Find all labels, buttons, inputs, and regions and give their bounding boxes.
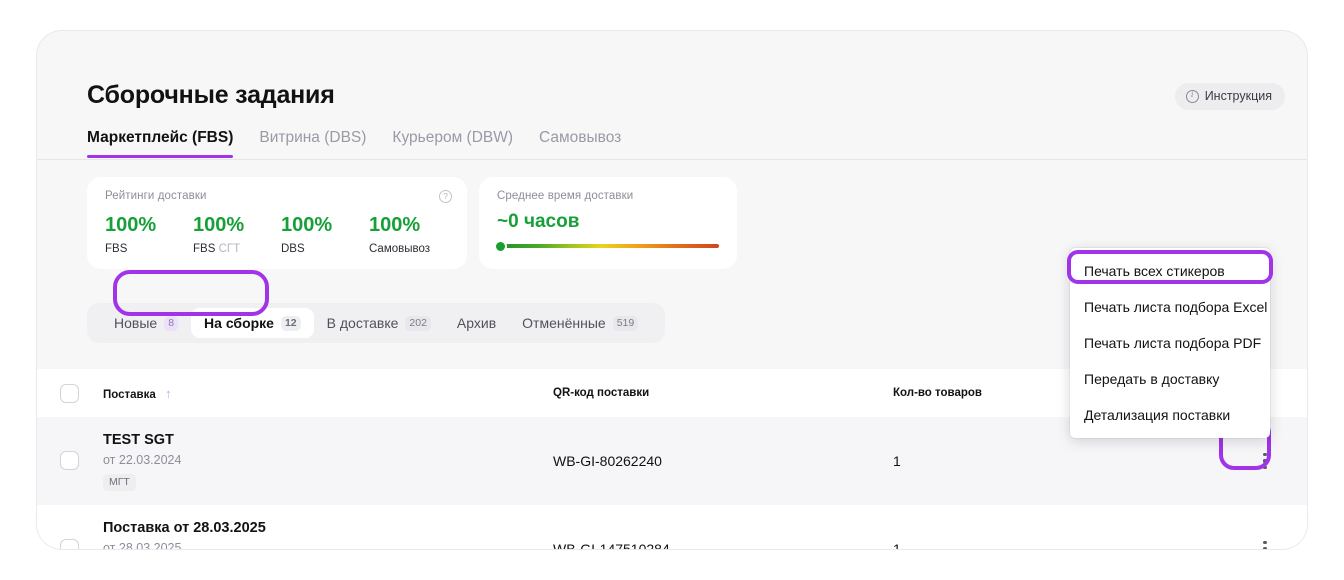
filter-new[interactable]: Новые 8: [101, 308, 191, 338]
metric-dbs: 100% DBS: [281, 213, 369, 255]
menu-item-print-all-stickers[interactable]: Печать всех стикеров: [1084, 263, 1225, 279]
instruction-button[interactable]: Инструкция: [1174, 83, 1285, 110]
menu-item-transfer-to-delivery[interactable]: Передать в доставку: [1084, 371, 1220, 387]
delivery-time-label: Среднее время доставки: [497, 190, 634, 202]
info-icon: [1185, 89, 1199, 103]
row-checkbox[interactable]: [60, 451, 79, 470]
ratings-metrics: 100% FBS 100% FBS СГТ 100% DBS 100% Само…: [105, 213, 457, 255]
metric-name: FBS СГТ: [193, 243, 241, 255]
filter-in-assembly[interactable]: На сборке 12: [191, 308, 314, 338]
table-row[interactable]: Поставка от 28.03.2025 от 28.03.2025 МГТ…: [37, 505, 1307, 550]
metric-name: Самовывоз: [369, 243, 431, 255]
delivery-time-gauge: [497, 244, 719, 248]
question-mark-icon[interactable]: [439, 190, 452, 203]
metric-name: DBS: [281, 243, 305, 255]
metric-value: 100%: [369, 214, 421, 236]
tab-pickup[interactable]: Самовывоз: [539, 129, 622, 146]
tabs-divider: [37, 159, 1307, 160]
column-header-supply[interactable]: Поставка ↑: [103, 385, 172, 401]
metric-value: 100%: [281, 214, 333, 236]
row-actions-kebab-icon[interactable]: [1253, 449, 1277, 473]
filter-in-delivery[interactable]: В доставке 202: [314, 308, 444, 338]
row-actions-kebab-icon[interactable]: [1253, 537, 1277, 549]
cell-quantity: 1: [893, 453, 901, 469]
delivery-time-value: ~0 часов: [497, 211, 580, 232]
metric-value: 100%: [105, 214, 157, 236]
row-checkbox[interactable]: [60, 539, 79, 549]
sort-ascending-icon[interactable]: ↑: [165, 385, 172, 401]
tab-marketplace-fbs[interactable]: Маркетплейс (FBS): [87, 129, 234, 158]
cell-supply: Поставка от 28.03.2025 от 28.03.2025 МГТ: [103, 519, 553, 550]
supply-title: TEST SGT: [103, 431, 174, 448]
instruction-label: Инструкция: [1204, 89, 1272, 103]
metric-fbs-sgt: 100% FBS СГТ: [193, 213, 281, 255]
metric-pickup: 100% Самовывоз: [369, 213, 457, 255]
supply-date: от 22.03.2024: [103, 452, 182, 467]
metric-fbs: 100% FBS: [105, 213, 193, 255]
channel-tabs: Маркетплейс (FBS) Витрина (DBS) Курьером…: [87, 129, 621, 158]
page-title: Сборочные задания: [87, 81, 335, 109]
menu-item-print-picking-list-pdf[interactable]: Печать листа подбора PDF: [1084, 335, 1262, 351]
tab-vitrina-dbs[interactable]: Витрина (DBS): [259, 129, 367, 146]
select-all-checkbox[interactable]: [60, 383, 79, 403]
supply-title: Поставка от 28.03.2025: [103, 519, 266, 536]
filter-cancelled[interactable]: Отменённые 519: [509, 308, 651, 338]
cell-qr-code: WB-GI-80262240: [553, 453, 662, 469]
metric-value: 100%: [193, 214, 245, 236]
supply-badge: МГТ: [103, 473, 136, 491]
metric-name: FBS: [105, 243, 128, 255]
supply-date: от 28.03.2025: [103, 540, 182, 550]
gauge-marker: [494, 240, 507, 253]
filter-archive[interactable]: Архив: [456, 315, 497, 331]
row-actions-menu: Печать всех стикеров Печать листа подбор…: [1070, 248, 1270, 438]
cell-supply: TEST SGT от 22.03.2024 МГТ: [103, 432, 553, 491]
average-delivery-time-card: Среднее время доставки ~0 часов: [479, 177, 737, 269]
column-header-qr: QR-код поставки: [553, 387, 650, 399]
ratings-label: Рейтинги доставки: [105, 190, 207, 202]
cell-qr-code: WB-GI-147510284: [553, 541, 670, 550]
menu-item-print-picking-list-excel[interactable]: Печать листа подбора Excel: [1084, 299, 1268, 315]
status-filter-bar: Новые 8 На сборке 12 В доставке 202 Архив О…: [87, 303, 666, 343]
menu-item-supply-details[interactable]: Детализация поставки: [1084, 407, 1231, 423]
delivery-ratings-card: Рейтинги доставки 100% FBS 100% FBS СГТ …: [87, 177, 467, 269]
column-header-qty: Кол-во товаров: [893, 387, 982, 399]
tab-courier-dbw[interactable]: Курьером (DBW): [392, 129, 514, 146]
cell-quantity: 1: [893, 541, 901, 550]
